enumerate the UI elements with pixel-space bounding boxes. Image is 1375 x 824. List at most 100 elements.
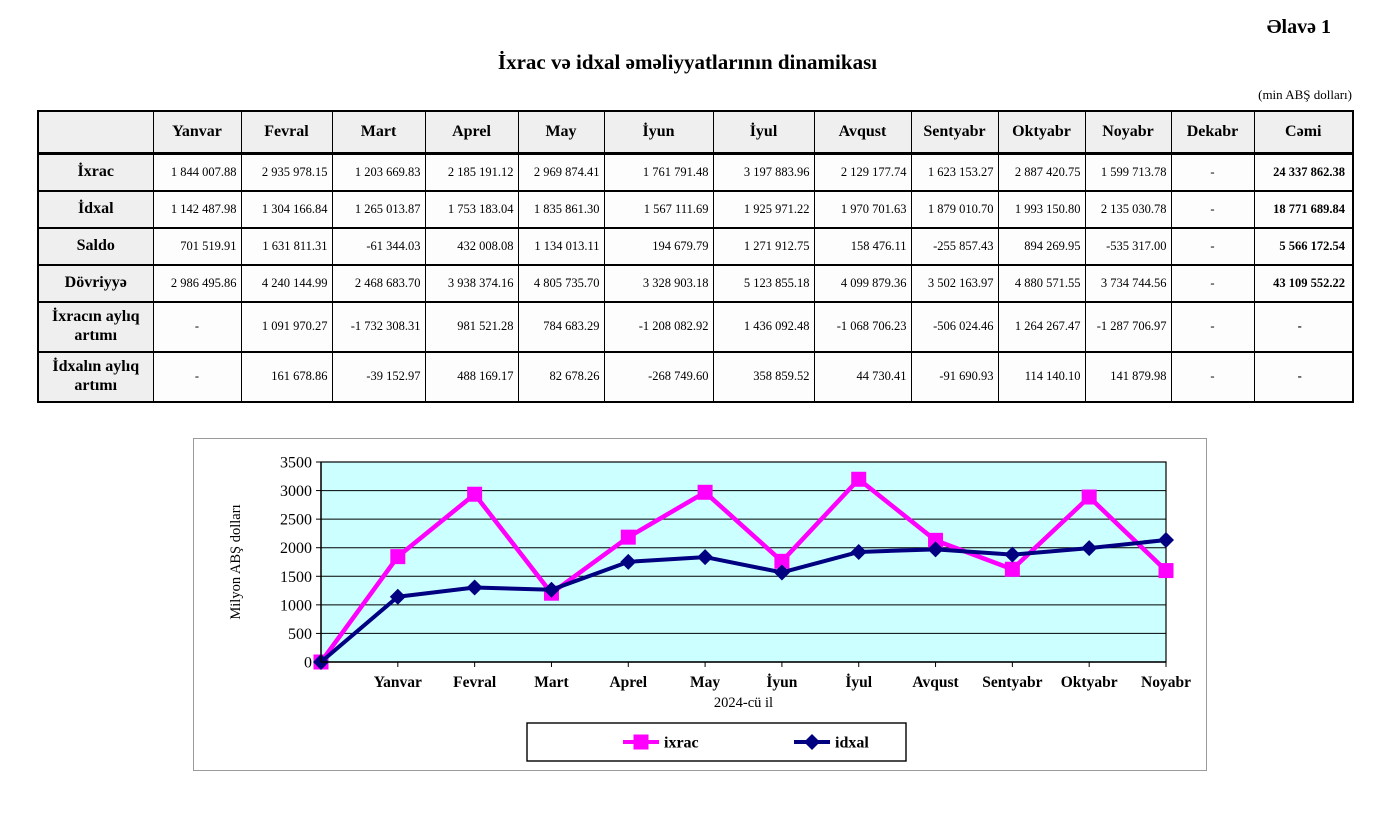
table-row: İxrac 1 844 007.88 2 935 978.15 1 203 669.8… <box>37 152 1354 192</box>
table-cell: 894 269.95 <box>997 226 1086 266</box>
export-import-table: Yanvar Fevral Mart Aprel May İyun İyul Avqust Se… <box>37 110 1354 403</box>
table-cell: 1 599 713.78 <box>1084 152 1172 192</box>
x-tick-label: Aprel <box>609 674 647 691</box>
table-cell: 5 123 855.18 <box>712 263 815 303</box>
table-cell: -91 690.93 <box>910 350 999 403</box>
corner-header-cell <box>37 110 154 155</box>
table-cell: - <box>1253 350 1354 403</box>
unit-note: (min ABŞ dolları) <box>1258 87 1352 102</box>
table-cell: 4 240 144.99 <box>240 263 333 303</box>
table-cell: 44 730.41 <box>813 350 912 403</box>
column-header: İyul <box>712 110 815 155</box>
table-cell: 1 091 970.27 <box>240 300 333 353</box>
table-cell: 1 993 150.80 <box>997 189 1086 229</box>
column-header: Sentyabr <box>910 110 999 155</box>
legend-box <box>526 722 907 762</box>
y-tick-label: 3000 <box>280 483 312 500</box>
y-tick-label: 1500 <box>280 569 312 586</box>
row-label: Saldo <box>37 226 154 266</box>
y-axis-label: Milyon ABŞ dolları <box>228 504 244 619</box>
y-tick-label: 2500 <box>280 512 312 529</box>
table-cell: 114 140.10 <box>997 350 1086 403</box>
table-cell: 1 835 861.30 <box>517 189 605 229</box>
table-cell: 141 879.98 <box>1084 350 1172 403</box>
table-cell: 488 169.17 <box>424 350 519 403</box>
table-cell: -61 344.03 <box>331 226 426 266</box>
column-header: Oktyabr <box>997 110 1086 155</box>
table-cell: -1 287 706.97 <box>1084 300 1172 353</box>
y-tick-label: 1000 <box>280 597 312 614</box>
table-cell: 3 938 374.16 <box>424 263 519 303</box>
legend-label: idxal <box>835 735 869 752</box>
row-label: Dövriyyə <box>37 263 154 303</box>
table-cell: - <box>1170 300 1255 353</box>
table-cell: - <box>152 300 242 353</box>
table-cell: 1 304 166.84 <box>240 189 333 229</box>
table-cell: - <box>1253 300 1354 353</box>
plot-area <box>320 461 1167 663</box>
table-cell: 2 969 874.41 <box>517 152 605 192</box>
table-cell: 3 502 163.97 <box>910 263 999 303</box>
column-header: Cəmi <box>1253 110 1354 155</box>
table-cell: 1 436 092.48 <box>712 300 815 353</box>
idxal-series-line <box>319 538 1168 664</box>
table-cell: -1 208 082.92 <box>603 300 714 353</box>
legend-label: ixrac <box>664 735 699 752</box>
row-label: İxracın aylıq artımı <box>37 300 154 353</box>
table-cell: 3 328 903.18 <box>603 263 714 303</box>
column-header: Mart <box>331 110 426 155</box>
table-cell: 2 468 683.70 <box>331 263 426 303</box>
table-cell: 981 521.28 <box>424 300 519 353</box>
table-cell: 3 197 883.96 <box>712 152 815 192</box>
table-cell: 1 134 013.11 <box>517 226 605 266</box>
x-tick-label: Yanvar <box>374 674 422 691</box>
table-cell: 1 970 701.63 <box>813 189 912 229</box>
table-cell: 1 623 153.27 <box>910 152 999 192</box>
table-cell: 2 887 420.75 <box>997 152 1086 192</box>
table-cell: 161 678.86 <box>240 350 333 403</box>
table-cell: 2 135 030.78 <box>1084 189 1172 229</box>
table-cell: 5 566 172.54 <box>1253 226 1354 266</box>
y-tick-label: 2000 <box>280 540 312 557</box>
table-cell: -535 317.00 <box>1084 226 1172 266</box>
x-tick-label: Avqust <box>912 674 959 691</box>
table-cell: 1 844 007.88 <box>152 152 242 192</box>
table-row: İdxal 1 142 487.98 1 304 166.84 1 265 013.8… <box>37 189 1354 229</box>
table-cell: 43 109 552.22 <box>1253 263 1354 303</box>
row-label: İxrac <box>37 152 154 192</box>
column-header: Dekabr <box>1170 110 1255 155</box>
table-cell: - <box>1170 189 1255 229</box>
table-cell: 784 683.29 <box>517 300 605 353</box>
table-row: İdxalın aylıq artımı -161 678.86 -39 152.9… <box>37 350 1354 403</box>
table-row: İxracın aylıq artımı -1 091 970.27 -1 732 … <box>37 300 1354 353</box>
column-header: Noyabr <box>1084 110 1172 155</box>
column-header: Fevral <box>240 110 333 155</box>
table-cell: 1 761 791.48 <box>603 152 714 192</box>
table-cell: 18 771 689.84 <box>1253 189 1354 229</box>
y-tick-label: 3500 <box>280 455 312 472</box>
table-cell: 1 879 010.70 <box>910 189 999 229</box>
column-header: Avqust <box>813 110 912 155</box>
table-cell: 4 099 879.36 <box>813 263 912 303</box>
page-title: İxrac və idxal əməliyyatlarının dinamika… <box>497 50 878 74</box>
x-tick-label: Fevral <box>453 674 497 691</box>
table-cell: 194 679.79 <box>603 226 714 266</box>
table-cell: 1 567 111.69 <box>603 189 714 229</box>
table-header-row: Yanvar Fevral Mart Aprel May İyun İyul Avqust Se… <box>37 110 1354 155</box>
table-cell: -255 857.43 <box>910 226 999 266</box>
table-cell: 24 337 862.38 <box>1253 152 1354 192</box>
table-cell: 1 203 669.83 <box>331 152 426 192</box>
table-cell: 2 935 978.15 <box>240 152 333 192</box>
table-cell: 701 519.91 <box>152 226 242 266</box>
table-cell: - <box>1170 263 1255 303</box>
table-cell: 158 476.11 <box>813 226 912 266</box>
table-row: Dövriyyə 2 986 495.86 4 240 144.99 2 468 68… <box>37 263 1354 303</box>
table-cell: -268 749.60 <box>603 350 714 403</box>
table-cell: 2 129 177.74 <box>813 152 912 192</box>
table-cell: - <box>1170 350 1255 403</box>
table-cell: 1 753 183.04 <box>424 189 519 229</box>
table-cell: 3 734 744.56 <box>1084 263 1172 303</box>
appendix-label: Əlavə 1 <box>1266 16 1331 38</box>
table-cell: -506 024.46 <box>910 300 999 353</box>
table-cell: 2 986 495.86 <box>152 263 242 303</box>
